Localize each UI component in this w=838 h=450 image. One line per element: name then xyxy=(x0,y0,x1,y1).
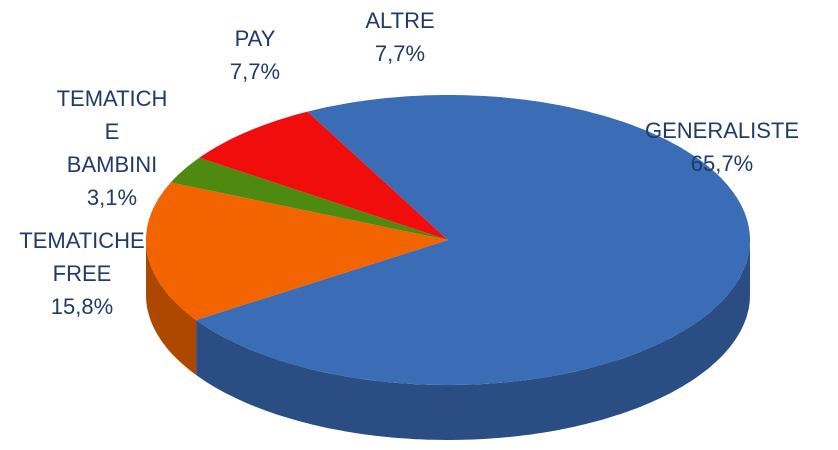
slice-label: PAY xyxy=(235,26,276,51)
slice-label: TEMATICHE FREE xyxy=(19,228,144,286)
slice-label: TEMATICH E BAMBINI xyxy=(57,86,168,177)
value-label: 7,7% xyxy=(375,41,425,66)
slice xyxy=(199,111,448,240)
slice-side xyxy=(196,240,751,440)
slice xyxy=(307,95,448,240)
value-label: 15,8% xyxy=(51,294,113,319)
slice xyxy=(146,182,448,320)
slice xyxy=(196,95,751,385)
value-label: 65,7% xyxy=(691,151,753,176)
slice-label: ALTRE xyxy=(365,8,434,33)
slice-side xyxy=(146,240,197,375)
value-label: 3,1% xyxy=(87,185,137,210)
slice xyxy=(170,157,449,240)
slice-label: GENERALISTE xyxy=(645,118,799,143)
value-label: 7,7% xyxy=(230,59,280,84)
